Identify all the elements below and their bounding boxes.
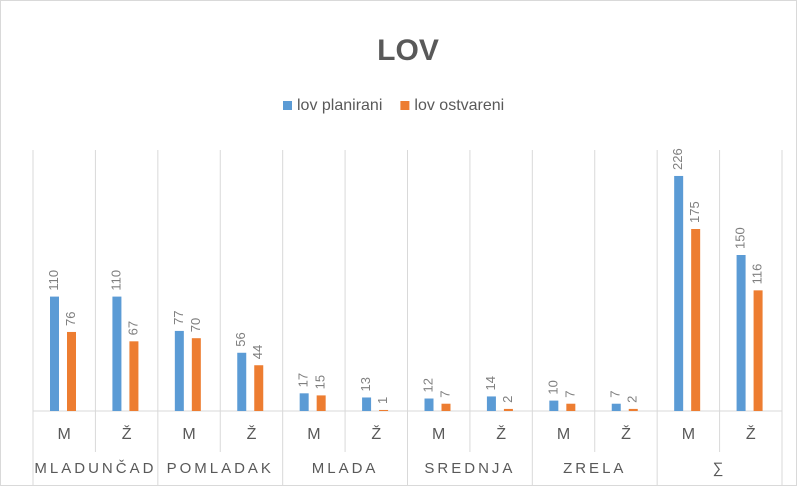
value-label: 70 — [188, 318, 203, 332]
x-tick-label: M — [307, 426, 320, 443]
x-tick-label: M — [557, 426, 570, 443]
value-label: 7 — [608, 390, 623, 397]
x-tick-label: M — [432, 426, 445, 443]
bar — [566, 403, 576, 411]
bar — [254, 365, 264, 411]
bar — [67, 331, 76, 411]
value-label: 13 — [358, 377, 373, 391]
legend-swatch — [400, 101, 410, 110]
group-label: MLADA — [312, 460, 379, 477]
bar — [441, 403, 451, 411]
legend-label: lov ostvareni — [414, 97, 504, 114]
bar — [50, 296, 59, 411]
bar — [549, 400, 559, 411]
bar — [611, 403, 621, 411]
x-tick-label: M — [58, 426, 71, 443]
value-label: 175 — [687, 201, 702, 223]
value-label: 2 — [625, 396, 640, 403]
value-label: 110 — [46, 270, 61, 291]
x-tick-label: M — [682, 426, 695, 443]
bar — [237, 352, 247, 411]
bar — [628, 408, 638, 411]
bar — [736, 255, 746, 411]
value-label: 14 — [483, 376, 498, 390]
value-label: 76 — [63, 311, 78, 325]
value-label: 2 — [500, 396, 515, 403]
bar — [503, 408, 513, 411]
x-tick-label: Ž — [122, 424, 132, 443]
value-label: 56 — [233, 332, 248, 346]
x-tick-label: M — [182, 426, 195, 443]
bar — [174, 330, 184, 411]
bar — [424, 398, 434, 411]
value-label: 67 — [125, 321, 140, 335]
value-label: 7 — [437, 390, 452, 397]
bar — [299, 393, 309, 411]
bar — [112, 296, 122, 411]
bar — [674, 175, 684, 411]
value-label: 110 — [108, 270, 123, 291]
x-tick-label: Ž — [621, 424, 631, 443]
bar — [379, 409, 389, 411]
value-label: 10 — [545, 380, 560, 394]
value-label: 150 — [733, 227, 748, 249]
value-label: 226 — [670, 148, 685, 170]
bar — [691, 229, 701, 411]
legend-label: lov planirani — [297, 97, 382, 114]
value-label: 116 — [750, 264, 765, 285]
value-label: 1 — [375, 397, 390, 404]
bar — [362, 397, 372, 411]
bar — [753, 290, 763, 411]
group-label: POMLADAK — [167, 460, 274, 477]
x-tick-label: Ž — [371, 424, 381, 443]
group-label: SREDNJA — [424, 460, 515, 477]
value-label: 12 — [420, 378, 435, 392]
group-label: ZRELA — [563, 460, 626, 477]
value-label: 17 — [296, 373, 311, 387]
value-label: 77 — [171, 310, 186, 324]
x-tick-label: Ž — [746, 424, 756, 443]
x-tick-label: Ž — [247, 424, 257, 443]
value-label: 44 — [250, 345, 265, 359]
bar — [316, 395, 326, 411]
x-tick-label: Ž — [496, 424, 506, 443]
chart-title: LOV — [377, 34, 439, 67]
bar — [129, 341, 139, 411]
value-label: 7 — [562, 390, 577, 397]
bar — [191, 338, 201, 411]
group-label: MLADUNČAD — [34, 460, 156, 477]
bar — [486, 396, 496, 411]
legend-swatch — [283, 101, 292, 110]
group-label: ∑ — [713, 460, 727, 477]
value-label: 15 — [313, 375, 328, 389]
